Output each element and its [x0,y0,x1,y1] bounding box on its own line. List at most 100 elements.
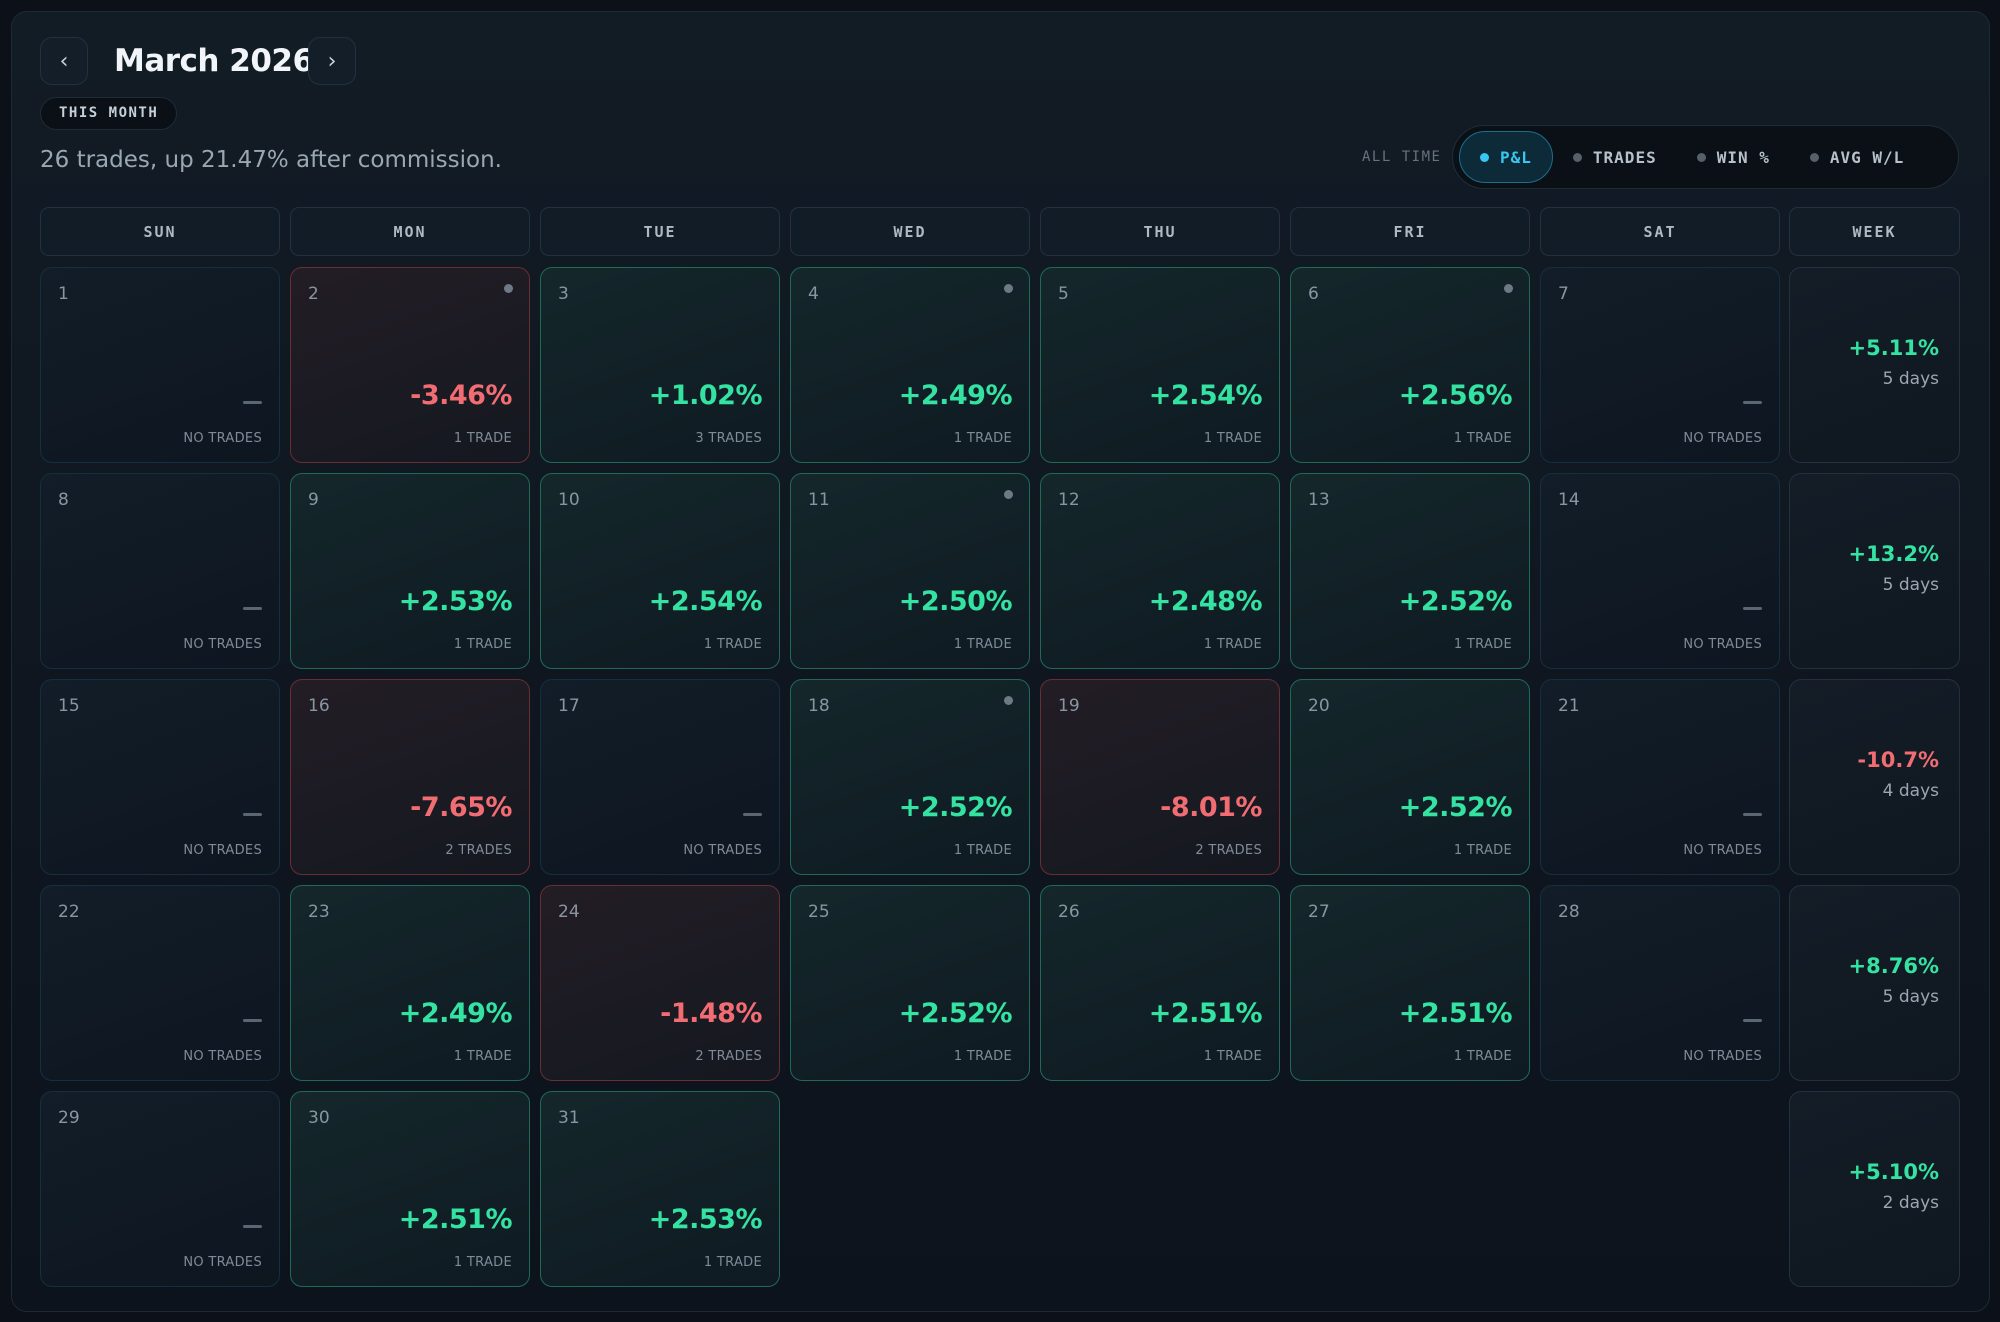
weekday-header-mon: MON [290,207,530,256]
metric-option-trades[interactable]: TRADES [1553,131,1677,183]
metric-option-win-rate[interactable]: WIN % [1677,131,1790,183]
week-summary-cell[interactable]: -10.7% 4 days [1789,679,1960,875]
trade-count: 1 TRADE [1203,637,1262,652]
trade-count: NO TRADES [683,843,762,858]
note-dot-icon [1504,284,1513,293]
day-cell[interactable]: 23 +2.49% 1 TRADE [290,885,530,1081]
trade-count: NO TRADES [183,1049,262,1064]
day-cell[interactable]: 19 -8.01% 2 TRADES [1040,679,1280,875]
day-cell[interactable]: 28 NO TRADES [1540,885,1780,1081]
trade-count: 1 TRADE [703,637,762,652]
day-cell[interactable]: 12 +2.48% 1 TRADE [1040,473,1280,669]
day-cell[interactable]: 25 +2.52% 1 TRADE [790,885,1030,1081]
note-dot-icon [1004,696,1013,705]
week-summary-cell[interactable]: +5.10% 2 days [1789,1091,1960,1287]
day-cell[interactable]: 6 +2.56% 1 TRADE [1290,267,1530,463]
day-cell[interactable]: 27 +2.51% 1 TRADE [1290,885,1530,1081]
week-summary-cell[interactable]: +8.76% 5 days [1789,885,1960,1081]
day-number: 10 [558,490,580,510]
week-summary-cell[interactable]: +13.2% 5 days [1789,473,1960,669]
day-pnl-value: +2.48% [1148,586,1263,617]
day-cell[interactable]: 24 -1.48% 2 TRADES [540,885,780,1081]
weekday-header-tue: TUE [540,207,780,256]
note-dot-icon [1004,284,1013,293]
day-cell[interactable]: 26 +2.51% 1 TRADE [1040,885,1280,1081]
day-pnl-value: +2.50% [898,586,1013,617]
day-number: 8 [58,490,69,510]
day-cell[interactable]: 29 NO TRADES [40,1091,280,1287]
trade-count: 3 TRADES [695,431,762,446]
day-number: 16 [308,696,330,716]
trade-count: 2 TRADES [695,1049,762,1064]
month-title: March 2026 [114,43,314,79]
day-number: 26 [1058,902,1080,922]
day-pnl-value: -7.65% [410,792,512,823]
weekday-header-fri: FRI [1290,207,1530,256]
trade-count: 1 TRADE [1453,1049,1512,1064]
day-pnl-value: -1.48% [660,998,762,1029]
prev-month-button[interactable]: ‹ [40,37,88,85]
metric-option-pnl[interactable]: P&L [1459,131,1553,183]
day-cell[interactable]: 20 +2.52% 1 TRADE [1290,679,1530,875]
day-cell[interactable]: 1 NO TRADES [40,267,280,463]
trade-count: NO TRADES [1683,637,1762,652]
day-cell[interactable]: 17 NO TRADES [540,679,780,875]
day-cell[interactable]: 31 +2.53% 1 TRADE [540,1091,780,1287]
empty-dash-icon [1743,813,1762,816]
chevron-right-icon: › [327,48,337,74]
day-pnl-value: +2.52% [1398,792,1513,823]
day-pnl-value: +2.53% [398,586,513,617]
day-cell[interactable]: 11 +2.50% 1 TRADE [790,473,1030,669]
metric-option-avg-wl[interactable]: AVG W/L [1790,131,1924,183]
day-cell[interactable]: 15 NO TRADES [40,679,280,875]
dot-icon [1480,152,1489,162]
day-pnl-value: +2.51% [398,1204,513,1235]
day-cell[interactable]: 8 NO TRADES [40,473,280,669]
day-cell[interactable]: 3 +1.02% 3 TRADES [540,267,780,463]
day-cell[interactable]: 13 +2.52% 1 TRADE [1290,473,1530,669]
day-cell[interactable]: 18 +2.52% 1 TRADE [790,679,1030,875]
day-cell[interactable]: 14 NO TRADES [1540,473,1780,669]
day-cell[interactable]: 4 +2.49% 1 TRADE [790,267,1030,463]
day-number: 3 [558,284,569,304]
day-cell[interactable]: 30 +2.51% 1 TRADE [290,1091,530,1287]
day-number: 18 [808,696,830,716]
day-cell[interactable]: 10 +2.54% 1 TRADE [540,473,780,669]
day-cell[interactable]: 7 NO TRADES [1540,267,1780,463]
day-cell[interactable]: 16 -7.65% 2 TRADES [290,679,530,875]
trade-count: NO TRADES [183,431,262,446]
next-month-button[interactable]: › [308,37,356,85]
this-month-badge[interactable]: THIS MONTH [40,97,178,130]
day-cell[interactable]: 22 NO TRADES [40,885,280,1081]
day-cell[interactable]: 21 NO TRADES [1540,679,1780,875]
chevron-left-icon: ‹ [59,48,69,74]
metric-option-label: AVG W/L [1829,147,1905,167]
trade-count: NO TRADES [183,843,262,858]
day-pnl-value: +2.49% [398,998,513,1029]
trade-count: 1 TRADE [953,1049,1012,1064]
day-pnl-value: +1.02% [648,380,763,411]
day-cell[interactable]: 9 +2.53% 1 TRADE [290,473,530,669]
day-number: 2 [308,284,319,304]
trade-count: 1 TRADE [453,431,512,446]
day-cell[interactable]: 5 +2.54% 1 TRADE [1040,267,1280,463]
week-pnl-value: +5.11% [1848,336,1939,360]
trade-count: 1 TRADE [453,1255,512,1270]
day-number: 9 [308,490,319,510]
week-summary-cell[interactable]: +5.11% 5 days [1789,267,1960,463]
day-number: 29 [58,1108,80,1128]
day-number: 31 [558,1108,580,1128]
day-number: 24 [558,902,580,922]
day-cell[interactable]: 2 -3.46% 1 TRADE [290,267,530,463]
weekday-header-wed: WED [790,207,1030,256]
trade-count: 1 TRADE [1203,1049,1262,1064]
empty-dash-icon [243,1019,262,1022]
trade-count: 1 TRADE [703,1255,762,1270]
empty-dash-icon [1743,1019,1762,1022]
week-pnl-value: +13.2% [1848,542,1939,566]
day-pnl-value: +2.53% [648,1204,763,1235]
range-label[interactable]: ALL TIME [1362,149,1442,165]
empty-dash-icon [243,401,262,404]
day-pnl-value: +2.52% [898,792,1013,823]
trade-count: 1 TRADE [1203,431,1262,446]
